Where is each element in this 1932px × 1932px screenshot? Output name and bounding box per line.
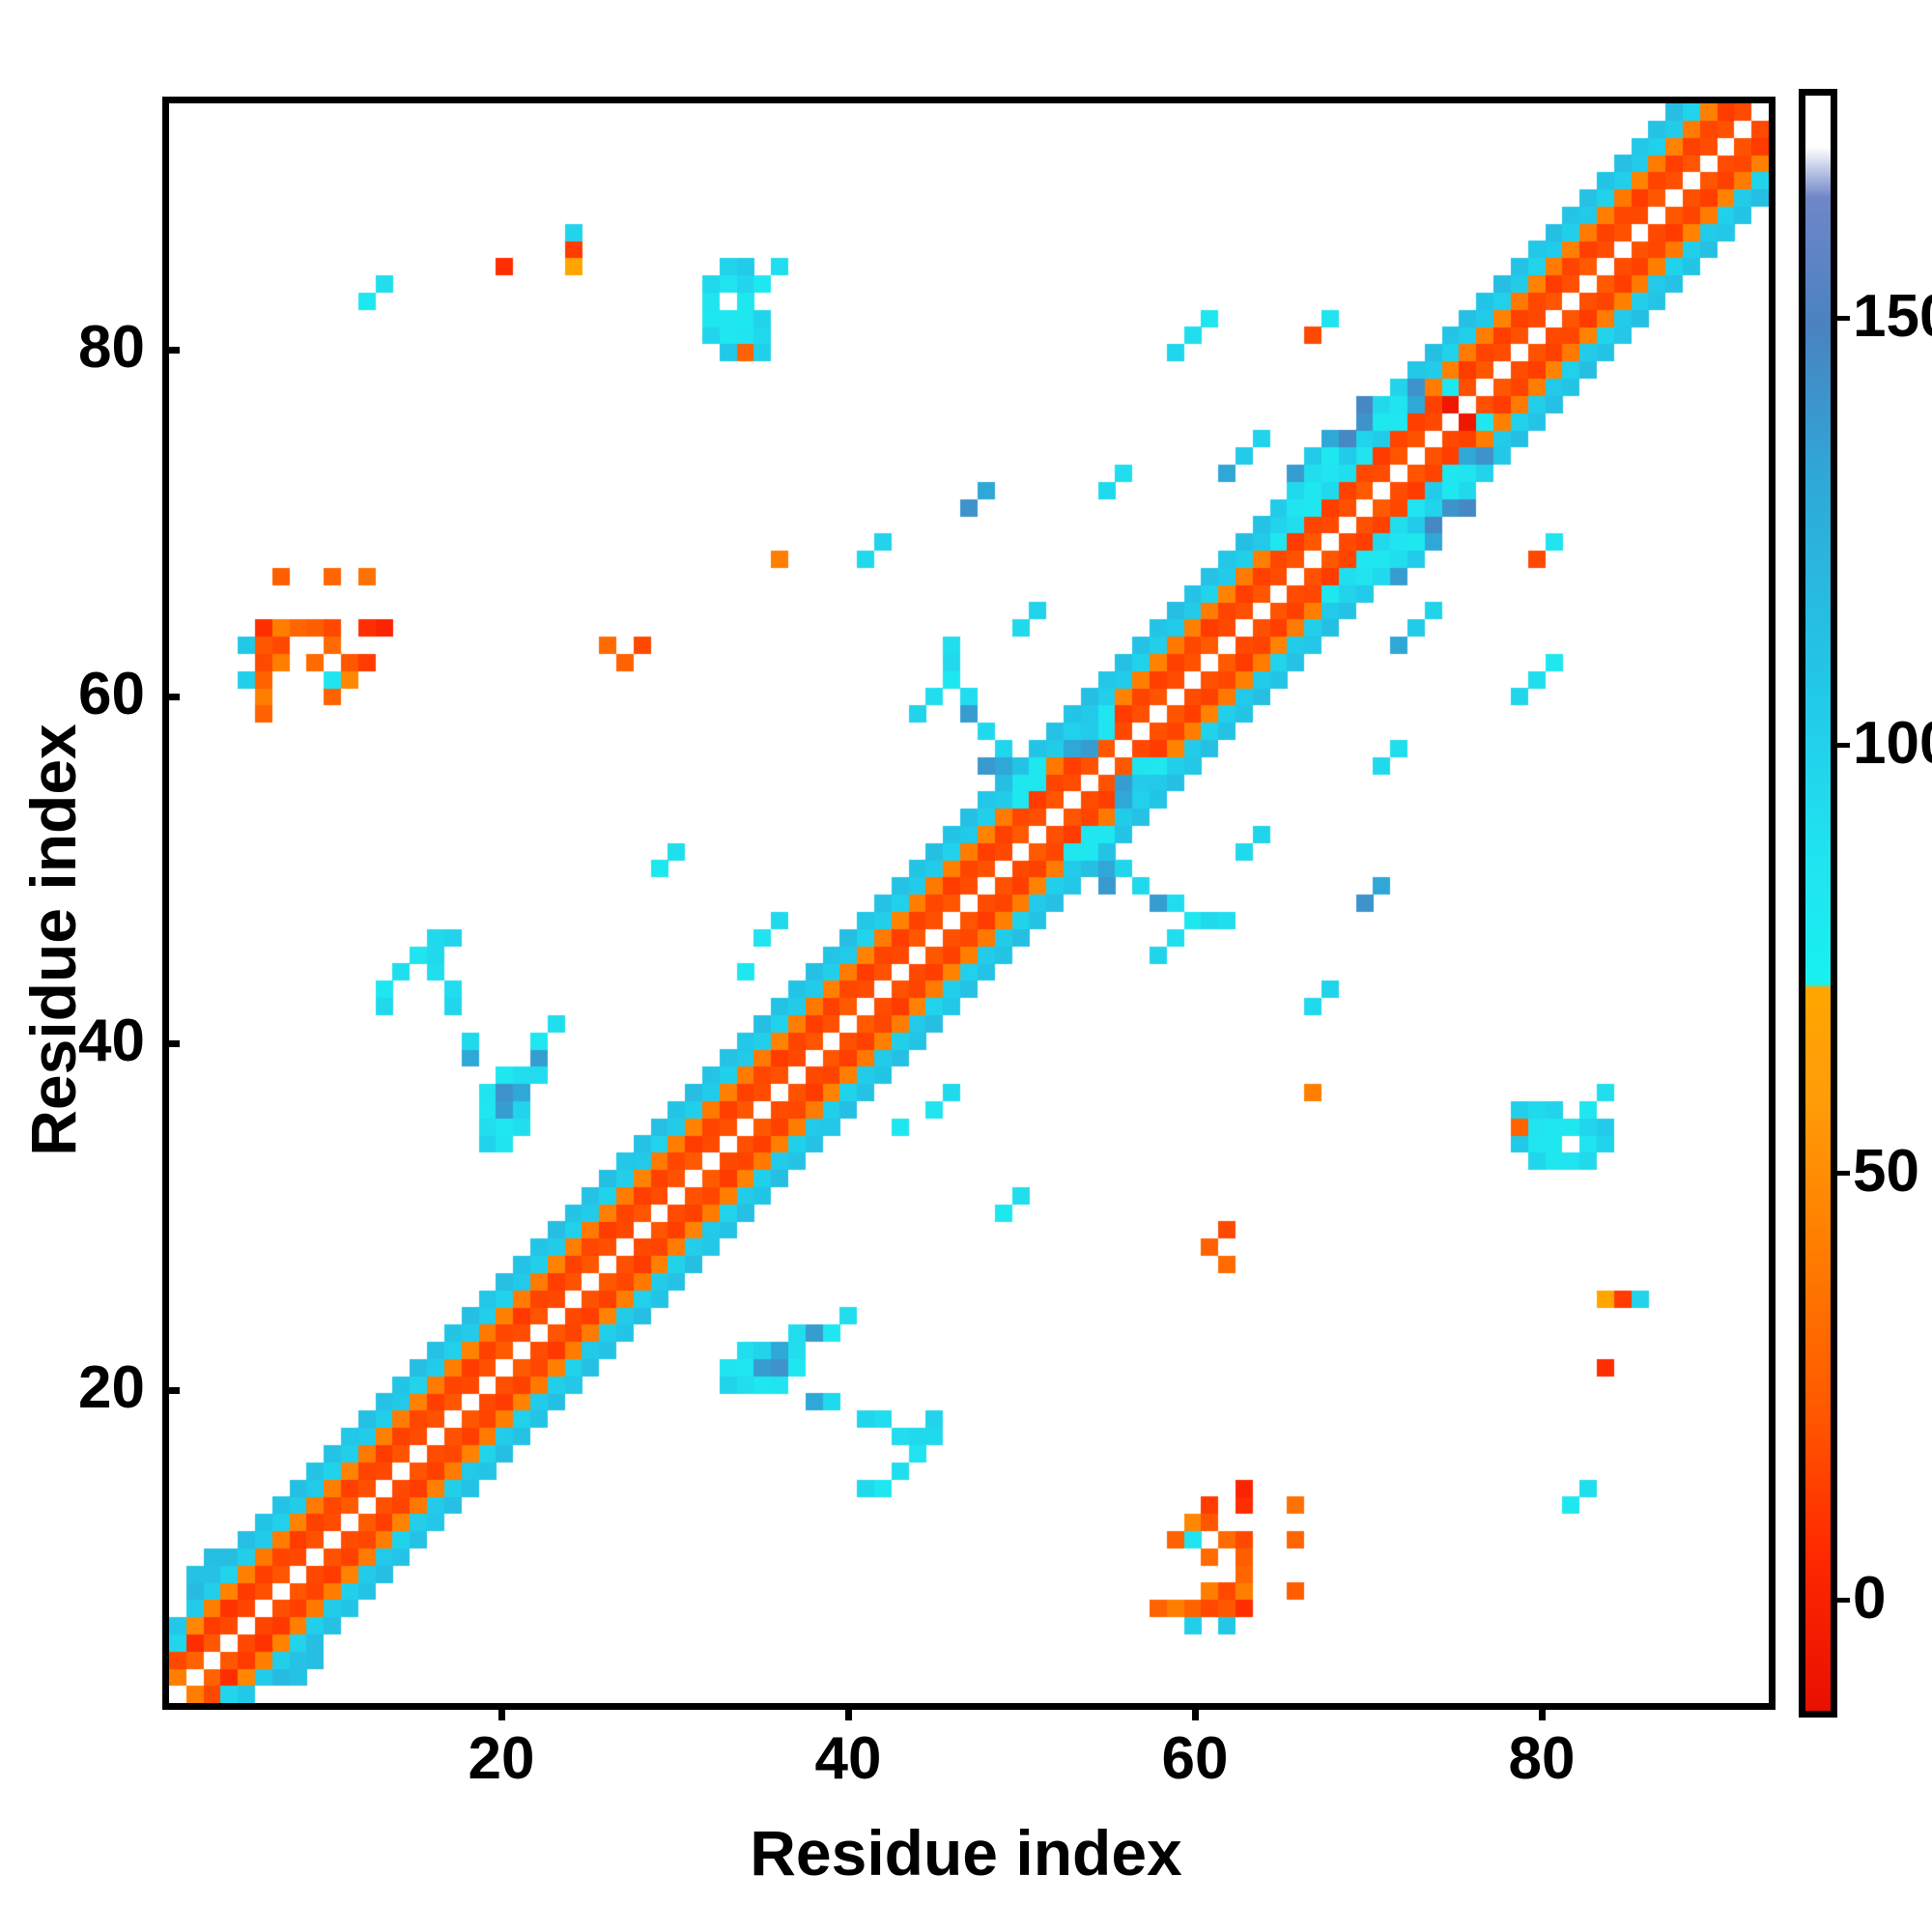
- y-tick-label-60: 60: [78, 661, 145, 727]
- y-axis-title-wrapper: Residue index: [16, 133, 90, 1747]
- y-tick-label-20: 20: [78, 1354, 145, 1421]
- x-tick-label-40: 40: [814, 1725, 882, 1792]
- y-tick-20: [162, 1387, 180, 1394]
- contact-map-canvas: [169, 103, 1769, 1703]
- x-tick-label-60: 60: [1161, 1725, 1229, 1792]
- y-axis-title: Residue index: [17, 724, 89, 1156]
- colorbar-tick-100: [1837, 743, 1850, 748]
- colorbar-label-100: 100: [1853, 710, 1932, 777]
- y-tick-80: [162, 347, 180, 354]
- x-axis-title: Residue index: [750, 1817, 1182, 1889]
- x-tick-label-80: 80: [1508, 1725, 1576, 1792]
- x-tick-60: [1192, 1703, 1199, 1720]
- x-tick-label-20: 20: [468, 1725, 535, 1792]
- x-tick-40: [845, 1703, 852, 1720]
- colorbar-tick-0: [1837, 1598, 1850, 1603]
- y-tick-label-40: 40: [78, 1008, 145, 1074]
- colorbar-tick-50: [1837, 1171, 1850, 1176]
- colorbar-label-50: 50: [1853, 1138, 1919, 1205]
- colorbar-tick-150: [1837, 316, 1850, 321]
- y-tick-40: [162, 1040, 180, 1047]
- colorbar-label-150: 150: [1853, 283, 1932, 350]
- y-tick-60: [162, 694, 180, 700]
- colorbar-canvas: [1805, 96, 1831, 1711]
- y-tick-label-80: 80: [78, 314, 145, 381]
- x-tick-20: [498, 1703, 505, 1720]
- colorbar: [1799, 89, 1837, 1718]
- colorbar-label-0: 0: [1853, 1565, 1887, 1632]
- x-tick-80: [1539, 1703, 1546, 1720]
- contact-map-plot: [162, 97, 1776, 1710]
